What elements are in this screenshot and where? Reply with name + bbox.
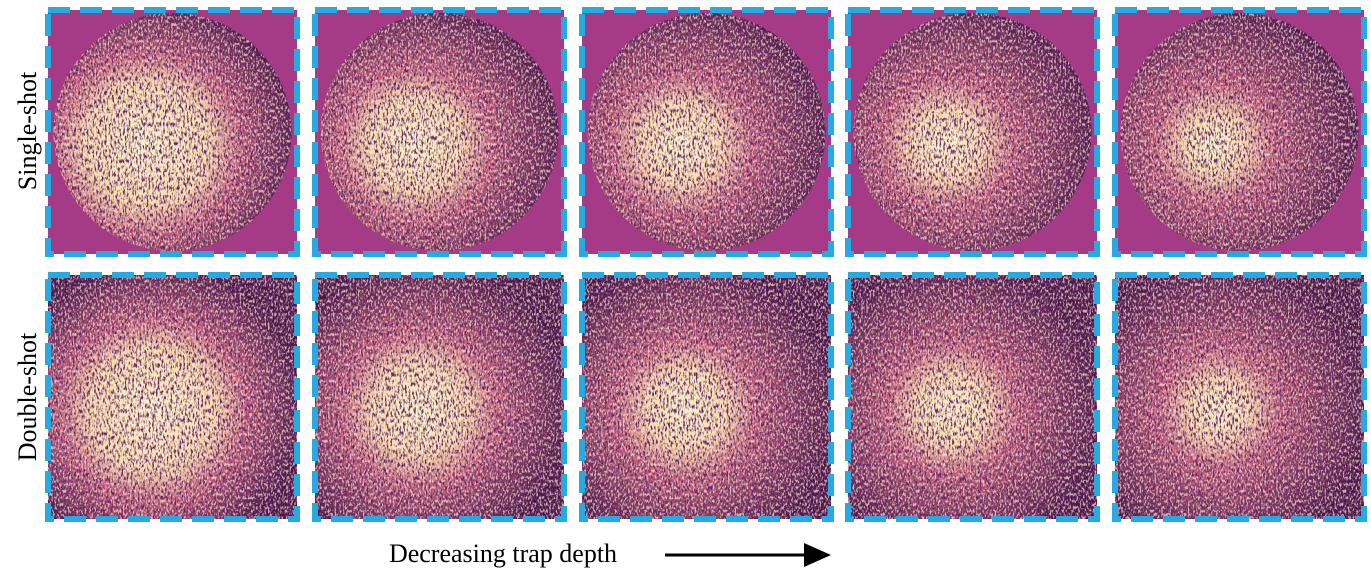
panel-image	[587, 13, 826, 251]
panel-image	[1120, 13, 1359, 251]
panel-image	[53, 13, 292, 251]
noise	[582, 275, 831, 519]
panel-border	[45, 272, 300, 522]
panel-border	[579, 7, 834, 257]
panel-border	[845, 272, 1100, 522]
panel-image	[315, 275, 564, 519]
noise	[48, 275, 297, 519]
panel-border	[312, 7, 567, 257]
panel-image	[48, 275, 297, 519]
axis-label: Decreasing trap depth	[389, 539, 617, 568]
noise	[53, 13, 292, 251]
panel-border	[312, 272, 567, 522]
row-label: Single-shot	[13, 71, 42, 190]
panel-border	[45, 7, 300, 257]
noise	[848, 275, 1097, 519]
noise	[587, 13, 826, 251]
noise	[315, 275, 564, 519]
noise	[1115, 275, 1364, 519]
panel-border	[845, 7, 1100, 257]
panel-border	[1112, 272, 1367, 522]
row-label: Double-shot	[13, 332, 42, 461]
panel-border	[1112, 7, 1367, 257]
panel-image	[582, 275, 831, 519]
panel-image	[1115, 275, 1364, 519]
noise	[320, 13, 559, 251]
panel-image	[320, 13, 559, 251]
panel-image	[853, 13, 1092, 251]
noise	[853, 13, 1092, 251]
panel-border	[579, 272, 834, 522]
noise	[1120, 13, 1359, 251]
panel-image	[848, 275, 1097, 519]
